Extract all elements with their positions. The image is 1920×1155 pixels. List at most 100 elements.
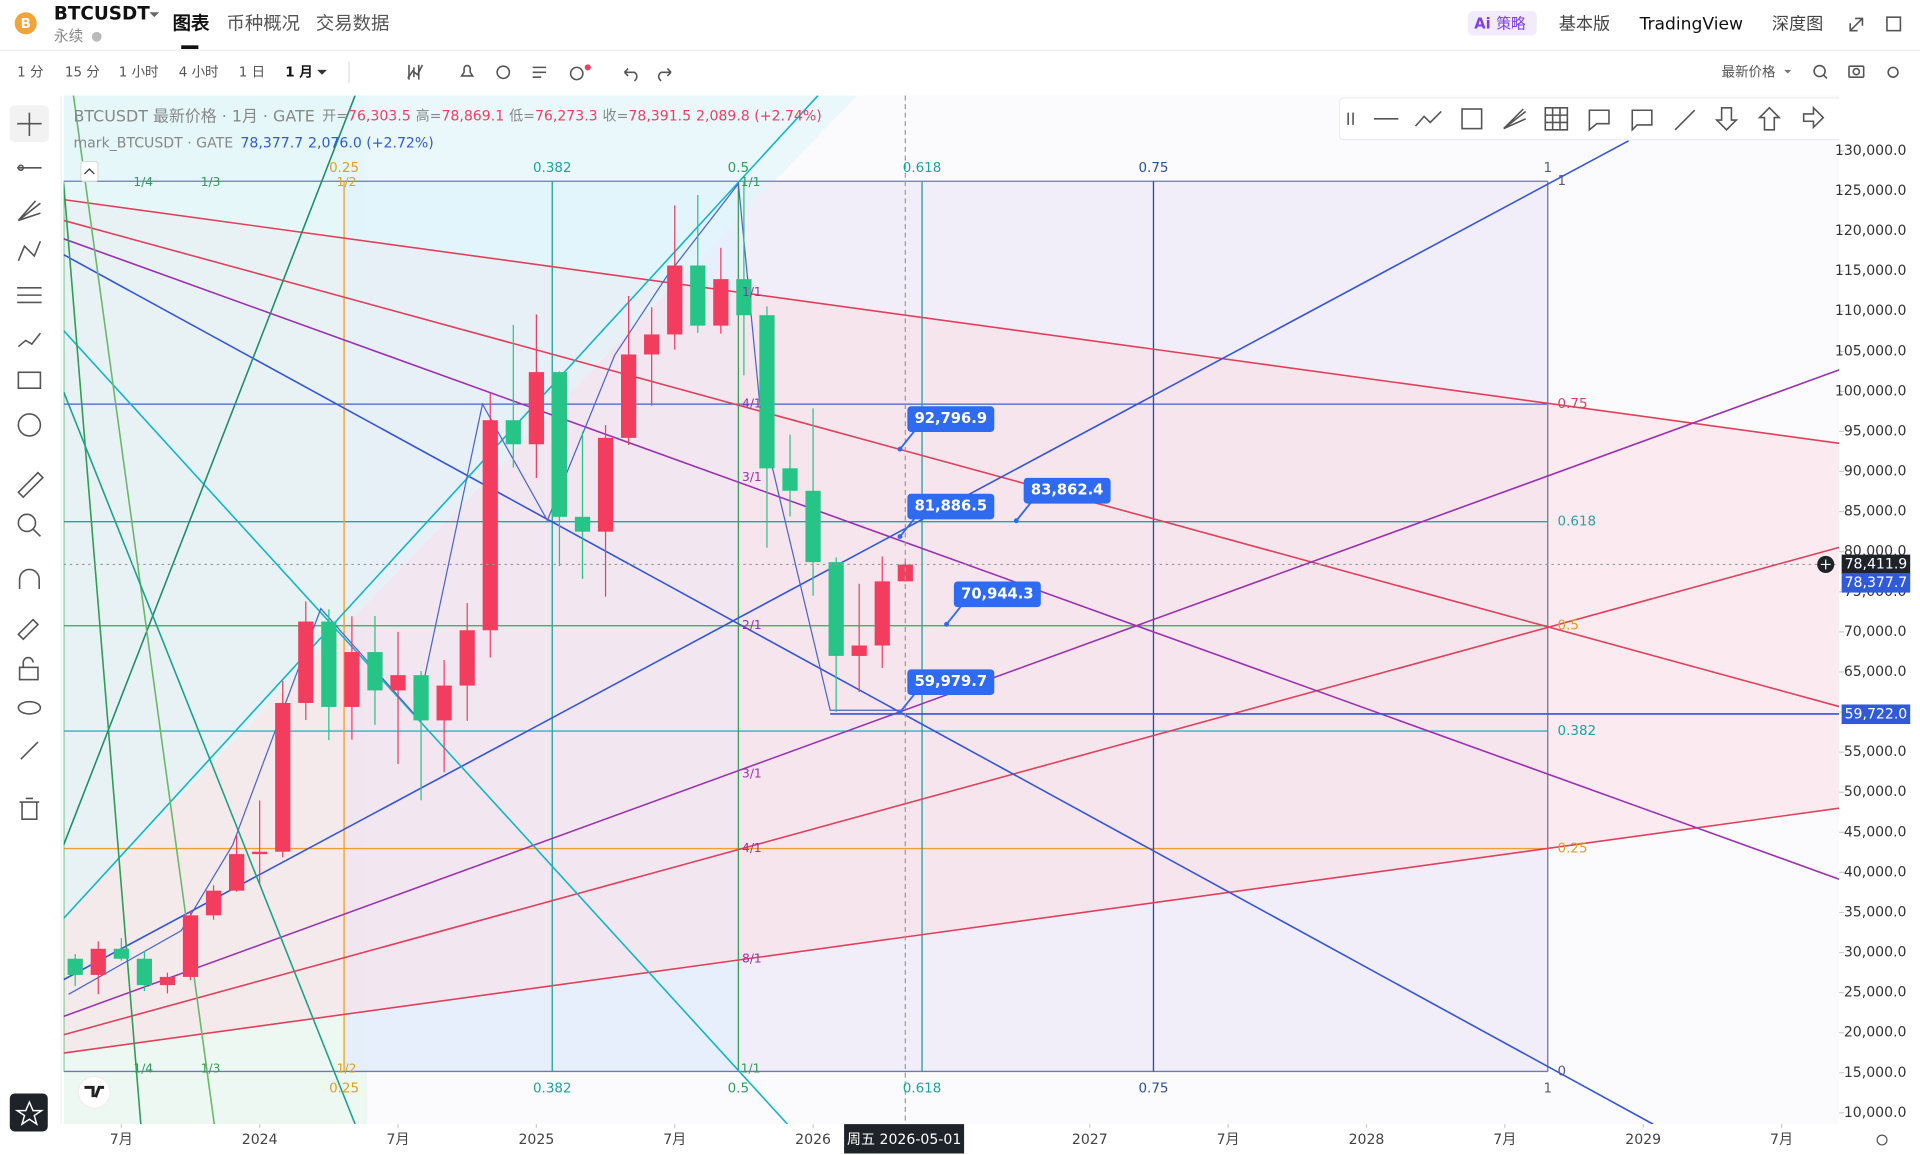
caret[interactable] xyxy=(317,69,327,75)
fib-label: 0.382 xyxy=(533,161,572,176)
menu-item[interactable]: 基本版 xyxy=(1559,15,1610,35)
tab[interactable]: 币种概况 xyxy=(227,14,300,35)
y-tick-label: 55,000.0 xyxy=(1844,744,1907,760)
x-tick-label: 7月 xyxy=(1493,1132,1516,1148)
callout-label: 70,944.3 xyxy=(961,585,1033,602)
info-icon[interactable] xyxy=(91,31,102,42)
window-icon[interactable] xyxy=(1886,16,1902,32)
candle-body xyxy=(759,315,775,469)
menu-item[interactable]: 深度图 xyxy=(1772,15,1823,35)
favorite-button[interactable] xyxy=(9,1093,48,1132)
callout-point xyxy=(897,446,903,452)
callout-point xyxy=(897,709,903,715)
candle-body xyxy=(782,468,798,491)
y-tick-label: 95,000.0 xyxy=(1844,423,1907,439)
interval[interactable]: 4 小时 xyxy=(179,64,219,80)
caret[interactable] xyxy=(149,12,160,18)
legend-key: 收= xyxy=(603,108,629,124)
y-tick-label: 45,000.0 xyxy=(1844,824,1907,840)
settings-icon xyxy=(1876,1134,1888,1146)
candle-body xyxy=(897,564,913,582)
candle-body xyxy=(828,562,844,656)
fib-label: 0.75 xyxy=(1138,1082,1168,1097)
fib-label: 0.25 xyxy=(329,161,359,176)
toolbar-icons[interactable] xyxy=(407,64,672,82)
fib-label: 0.5 xyxy=(728,1082,749,1097)
x-tick-label: 7月 xyxy=(1217,1132,1240,1148)
y-tick-label: 115,000.0 xyxy=(1835,263,1907,279)
y-tick-label: 20,000.0 xyxy=(1844,1025,1907,1041)
y-tick-label: 120,000.0 xyxy=(1835,223,1907,239)
fan-label: 1/2 xyxy=(337,1062,357,1076)
legend-key: 低= xyxy=(509,108,535,124)
candle-body xyxy=(667,265,683,335)
legend-value: 78,391.5 xyxy=(628,108,691,124)
candle-body xyxy=(413,675,429,721)
plot xyxy=(63,95,1840,1125)
y-tick-label: 105,000.0 xyxy=(1835,343,1907,359)
callout-box xyxy=(907,493,995,520)
y-tick-label: 65,000.0 xyxy=(1844,664,1907,680)
tab[interactable]: 图表 xyxy=(173,13,210,35)
candle-body xyxy=(390,675,406,691)
interval[interactable]: 1 分 xyxy=(17,64,43,80)
caret[interactable] xyxy=(1784,69,1792,74)
candle-body xyxy=(159,976,176,986)
fib-label: 0.618 xyxy=(903,161,942,176)
fib-level-label: 0 xyxy=(1558,1064,1567,1079)
menu-item[interactable]: TradingView xyxy=(1639,15,1743,35)
candle-body xyxy=(528,372,544,445)
fib-level-label: 0.25 xyxy=(1558,842,1588,857)
x-tick-label: 2028 xyxy=(1349,1132,1385,1148)
y-tick-label: 110,000.0 xyxy=(1835,303,1907,319)
fan-label: 1/4 xyxy=(133,1062,153,1076)
ai-badge[interactable] xyxy=(1468,11,1537,36)
legend-value: 78,869.1 xyxy=(441,108,504,124)
tab[interactable]: 交易数据 xyxy=(316,14,389,35)
x-tick-label: 2029 xyxy=(1625,1132,1661,1148)
y-tick-label: 10,000.0 xyxy=(1844,1105,1907,1121)
callout-box xyxy=(907,669,995,696)
axis-marker-label: 78,411.9 xyxy=(1845,556,1908,572)
price-axis xyxy=(1839,95,1920,1125)
x-tick-label: 7月 xyxy=(110,1132,133,1148)
candle-body xyxy=(67,958,83,975)
candle-body xyxy=(459,630,475,686)
legend-key: 开= xyxy=(322,108,348,124)
candle-body xyxy=(736,279,752,316)
axis-marker-label: 78,377.7 xyxy=(1845,575,1908,591)
collapse-button[interactable] xyxy=(80,161,99,182)
gann-label: 4/1 xyxy=(742,841,762,855)
interval[interactable]: 1 日 xyxy=(239,65,265,80)
price-type[interactable]: 最新价格 xyxy=(1722,64,1776,80)
fib-label: 0.75 xyxy=(1138,161,1168,176)
settings-button xyxy=(1873,1129,1894,1152)
contract: 永续 xyxy=(54,28,84,45)
callout-box xyxy=(907,406,995,432)
axis-marker-label: 59,722.0 xyxy=(1845,706,1908,722)
strategy[interactable]: 策略 xyxy=(1496,16,1526,33)
candle-body xyxy=(136,958,152,986)
toolbar-right-icons[interactable] xyxy=(1813,64,1899,79)
y-tick-label: 50,000.0 xyxy=(1844,784,1907,800)
left-tools[interactable] xyxy=(17,112,44,821)
candle-body xyxy=(275,702,291,852)
candle-body xyxy=(252,851,268,855)
candle-body xyxy=(482,420,498,631)
overlay: 0.25 0.382 0.5 0.618 0.75 1 0.25 0.382 0.5 0.618 0… xyxy=(63,95,1920,1155)
fan-label: 1/2 xyxy=(337,175,357,189)
interval-active[interactable]: 1 月 xyxy=(285,64,313,80)
candle-body xyxy=(321,621,337,707)
y-tick-label: 25,000.0 xyxy=(1844,985,1907,1001)
interval[interactable]: 15 分 xyxy=(65,64,100,80)
symbol[interactable]: BTCUSDT xyxy=(54,4,150,25)
expand-icon[interactable] xyxy=(1849,17,1864,32)
crosshair-x-box xyxy=(844,1124,965,1154)
candle-body xyxy=(597,437,614,532)
fan-label: 1/1 xyxy=(741,175,761,189)
callout-label: 92,796.9 xyxy=(915,410,987,427)
interval[interactable]: 1 小时 xyxy=(119,64,159,80)
x-tick-label: 7月 xyxy=(663,1132,686,1148)
